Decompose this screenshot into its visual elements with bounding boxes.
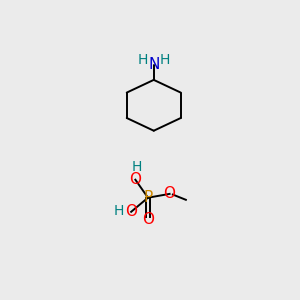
Text: H: H (113, 204, 124, 218)
Text: O: O (142, 212, 154, 227)
Text: O: O (129, 172, 141, 187)
Text: H: H (137, 53, 148, 67)
Text: H: H (131, 160, 142, 174)
Text: H: H (160, 53, 170, 67)
Text: O: O (125, 204, 137, 219)
Text: N: N (148, 57, 159, 72)
Text: O: O (164, 186, 175, 201)
Text: P: P (143, 190, 153, 205)
